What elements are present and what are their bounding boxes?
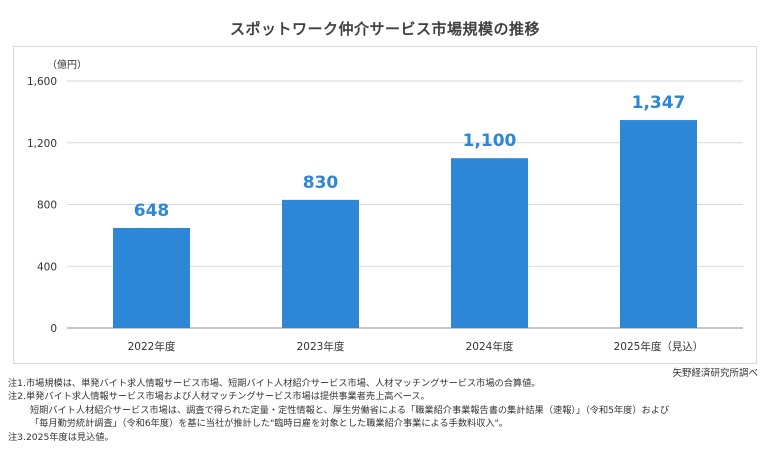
footnote-1: 注1.市場規模は、単発バイト求人情報サービス市場、短期バイト人材紹介サービス市場…	[8, 378, 541, 389]
footnote-2: 注2.単発バイト求人情報サービス市場および人材マッチングサービス市場は提供事業者…	[8, 391, 430, 403]
x-tick-label: 2023年度	[297, 340, 345, 353]
x-tick-label: 2025年度（見込）	[614, 340, 704, 353]
data-label: 1,100	[463, 131, 517, 151]
y-tick-label: 1,600	[27, 76, 57, 88]
footnotes: 注1.市場規模は、単発バイト求人情報サービス市場、短期バイト人材紹介サービス市場…	[8, 377, 708, 444]
chart-title: スポットワーク仲介サービス市場規模の推移	[229, 20, 540, 38]
footnote-2-continued: 短期バイト人材紹介サービス市場は、調査で得られた定量・定性情報と、厚生労働省によ…	[30, 404, 670, 416]
y-tick-label: 0	[50, 323, 57, 335]
footnote-3: 注3.2025年度は見込値。	[8, 431, 114, 443]
data-label: 830	[303, 173, 339, 193]
bar	[451, 158, 528, 328]
footnote-2-continued-2: 「毎月勤労統計調査」（令和6年度）を基に当社が推計した"臨時日雇を対象とした職業…	[30, 418, 508, 430]
x-tick-label: 2024年度	[466, 340, 514, 353]
bar	[620, 120, 697, 328]
y-tick-label: 400	[37, 261, 57, 273]
data-label: 1,347	[632, 93, 686, 113]
chart-frame	[13, 46, 757, 364]
bar	[113, 227, 190, 328]
y-tick-label: 800	[37, 200, 57, 212]
source-credit: 矢野経済研究所調べ	[672, 368, 758, 379]
bar	[282, 199, 359, 328]
x-tick-label: 2022年度	[128, 340, 176, 353]
bar-chart: 0 400 800 1,200 1,600 （億円） 648 2022年度 830 2023年度 1…	[27, 58, 743, 353]
y-tick-label: 1,200	[27, 138, 57, 150]
data-label: 648	[134, 201, 170, 221]
y-axis-label: （億円）	[47, 58, 87, 71]
